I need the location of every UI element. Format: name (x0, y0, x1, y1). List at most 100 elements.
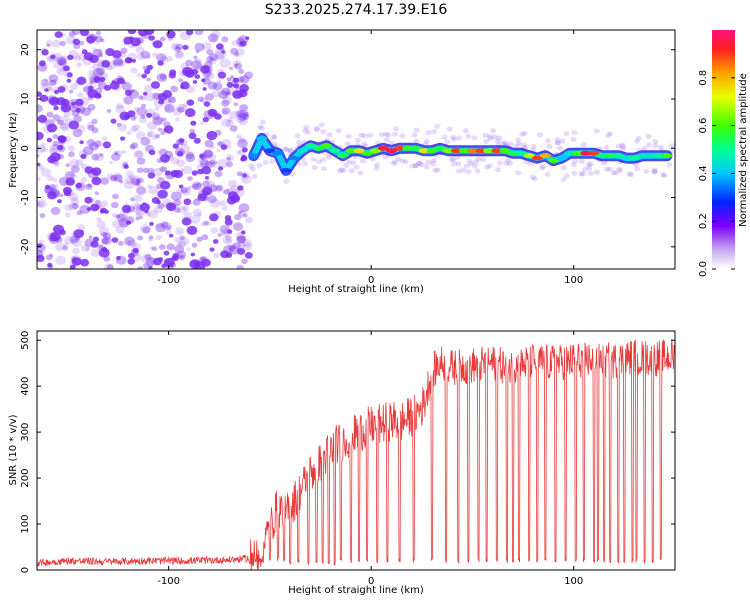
noise-blob (50, 54, 56, 60)
noise-blob (233, 83, 240, 89)
noise-blob (179, 235, 185, 241)
noise-blob (86, 207, 92, 212)
noise-blob (123, 164, 129, 169)
noise-blob (237, 241, 246, 249)
ridge-halo (374, 162, 381, 168)
noise-blob (37, 162, 41, 167)
noise-blob (109, 81, 120, 90)
noise-blob (80, 153, 87, 159)
noise-blob (105, 64, 112, 71)
ridge-halo (466, 158, 473, 164)
noise-blob (161, 198, 173, 208)
noise-blob (186, 99, 195, 106)
noise-blob (117, 123, 128, 132)
noise-blob (160, 166, 168, 173)
noise-blob (52, 114, 61, 122)
noise-blob (187, 176, 193, 182)
noise-blob (49, 144, 59, 153)
noise-blob (200, 97, 208, 104)
noise-blob (91, 63, 100, 71)
noise-blob (136, 167, 144, 173)
ridge-halo (560, 165, 567, 171)
noise-blob (144, 253, 152, 260)
noise-blob (180, 30, 191, 41)
noise-blob (139, 202, 150, 212)
noise-blob (96, 220, 106, 229)
noise-blob (37, 199, 47, 208)
noise-blob (118, 218, 130, 228)
ridge-halo (411, 132, 418, 138)
noise-blob (100, 177, 110, 185)
ridge-halo (482, 132, 489, 138)
noise-blob (192, 198, 201, 206)
noise-blob (151, 246, 158, 252)
noise-blob (119, 111, 130, 121)
noise-blob (158, 127, 163, 132)
noise-blob (39, 60, 46, 67)
noise-blob (90, 240, 99, 248)
noise-blob (241, 258, 248, 265)
ridge-halo (413, 138, 420, 144)
noise-blob (146, 262, 154, 269)
ridge-halo (455, 161, 462, 167)
ridge-point (272, 150, 284, 156)
noise-blob (160, 154, 170, 163)
noise-blob (68, 202, 78, 211)
noise-blob (221, 99, 230, 107)
noise-blob (56, 119, 62, 124)
noise-blob (239, 40, 247, 47)
noise-blob (232, 77, 239, 83)
ridge-halo (502, 140, 508, 146)
noise-blob (201, 78, 206, 83)
noise-blob (175, 50, 184, 58)
noise-blob (143, 91, 148, 96)
noise-blob (89, 75, 101, 84)
noise-blob (183, 198, 192, 206)
noise-blob (207, 180, 216, 188)
ridge-halo (395, 156, 401, 162)
noise-blob (48, 74, 59, 83)
noise-blob (209, 247, 215, 252)
ridge-halo (620, 144, 626, 150)
ridge-halo (409, 163, 416, 169)
noise-blob (218, 90, 229, 99)
noise-blob (192, 80, 198, 84)
noise-blob (179, 144, 191, 154)
noise-blob (40, 78, 49, 86)
noise-blob (197, 169, 204, 175)
noise-blob (96, 67, 106, 76)
noise-blob (156, 53, 167, 62)
noise-blob (219, 200, 227, 207)
ridge-halo (480, 157, 486, 163)
ridge-point (361, 150, 373, 156)
noise-blob (207, 195, 217, 204)
noise-blob (238, 68, 245, 74)
noise-blob (239, 84, 250, 93)
noise-blob (116, 103, 124, 110)
noise-blob (99, 72, 109, 81)
ridge-halo (262, 160, 269, 166)
noise-blob (57, 144, 64, 151)
y-tick-label: 300 (20, 423, 31, 442)
noise-blob (226, 77, 232, 82)
ridge-point (402, 145, 414, 151)
noise-blob (40, 79, 50, 88)
ridge-halo (359, 158, 366, 164)
ridge-halo (610, 170, 617, 176)
ridge-point (296, 148, 308, 154)
noise-blob (227, 145, 232, 150)
ridge-halo (425, 130, 432, 136)
ridge-halo (651, 169, 658, 175)
noise-blob (51, 39, 62, 48)
ridge-halo (546, 144, 553, 149)
noise-blob (196, 236, 203, 242)
ridge-halo (294, 133, 301, 139)
noise-blob (227, 179, 238, 188)
ridge-point (442, 148, 454, 154)
noise-blob (80, 229, 85, 234)
noise-blob (140, 50, 151, 59)
noise-blob (48, 234, 57, 242)
ridge-halo (586, 165, 593, 171)
noise-blob (245, 36, 250, 40)
noise-blob (214, 170, 223, 178)
